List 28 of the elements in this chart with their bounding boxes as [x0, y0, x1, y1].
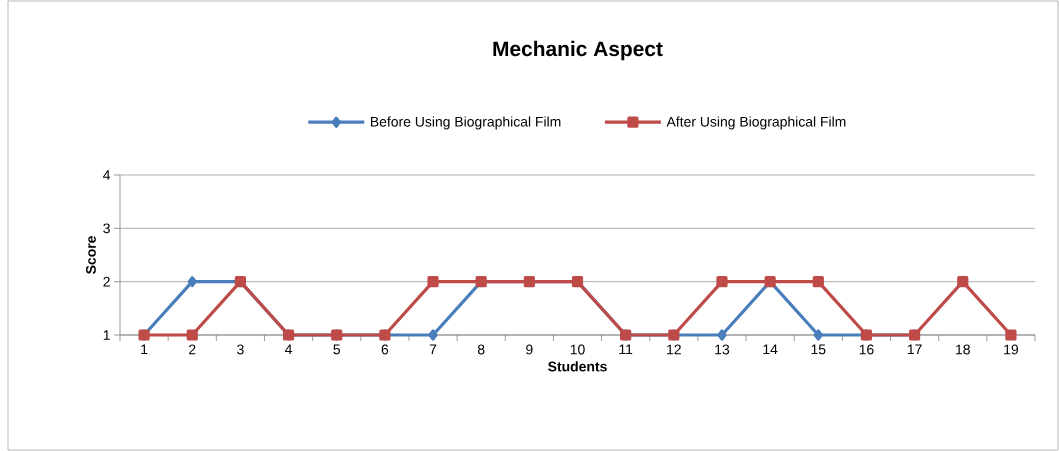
x-tick-label: 10 [570, 344, 585, 355]
x-tick-label: 7 [429, 344, 437, 355]
legend-label: Before Using Biographical Film [370, 116, 561, 130]
x-tick-label: 18 [956, 344, 970, 355]
x-tick-label: 13 [715, 344, 730, 355]
x-tick-label: 4 [284, 344, 293, 355]
y-tick-label: 3 [103, 223, 110, 234]
x-tick-label: 15 [811, 344, 826, 355]
y-tick-label: 2 [103, 276, 110, 287]
x-tick-label: 14 [763, 344, 778, 355]
y-tick-label: 4 [103, 170, 111, 180]
x-tick-label: 16 [859, 344, 874, 355]
x-tick-label: 3 [237, 344, 244, 355]
x-tick-label: 19 [1004, 344, 1019, 355]
x-tick-label: 11 [619, 344, 633, 355]
x-tick-label: 17 [907, 344, 922, 355]
x-tick-label: 9 [526, 344, 533, 355]
x-tick-label: 12 [667, 344, 681, 355]
x-tick-label: 1 [141, 344, 148, 355]
x-tick-label: 6 [381, 344, 389, 355]
y-axis-title: Score [86, 236, 96, 274]
legend-label: After Using Biographical Film [666, 116, 846, 130]
chart-title: Mechanic Aspect [493, 40, 663, 61]
x-tick-label: 8 [477, 344, 485, 355]
x-tick-label: 5 [333, 344, 341, 355]
x-tick-label: 2 [189, 344, 196, 355]
x-axis-title: Students [548, 361, 607, 372]
y-tick-label: 1 [103, 330, 110, 340]
